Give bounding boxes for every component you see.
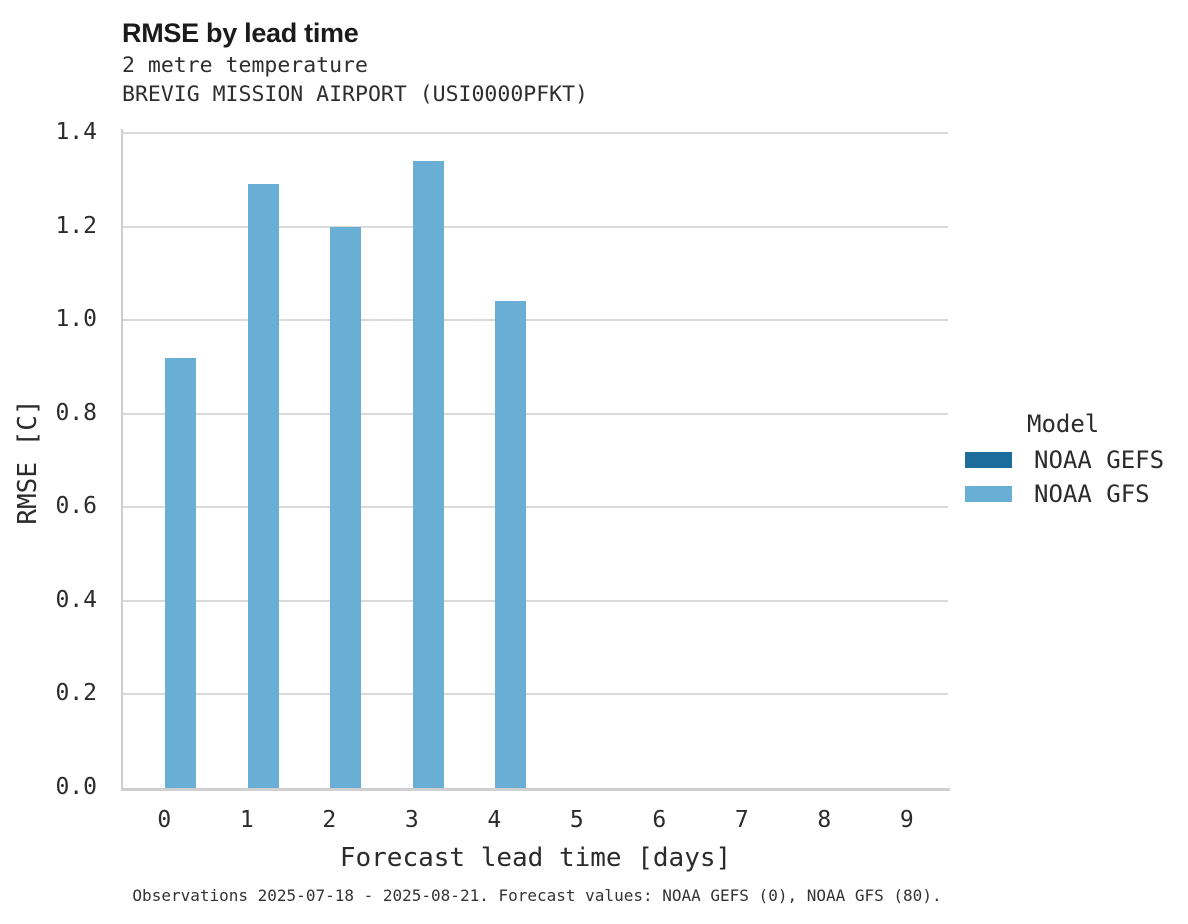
- y-tick-0.0: 0.0: [55, 774, 97, 800]
- x-tick-4: 4: [487, 807, 502, 833]
- y-tick-1.2: 1.2: [55, 212, 97, 239]
- legend-title: Model: [1027, 410, 1100, 438]
- x-tick-8: 8: [817, 807, 832, 833]
- gridline-y-0.8: [123, 412, 948, 415]
- bar-noaa-gfs-day-2: [330, 226, 362, 788]
- x-tick-5: 5: [569, 807, 584, 833]
- subtitle-station: BREVIG MISSION AIRPORT (USI0000PFKT): [122, 82, 588, 107]
- legend-item-noaa-gefs: NOAA GEFS: [965, 446, 1165, 474]
- plot-area: [123, 132, 948, 788]
- y-tick-0.2: 0.2: [55, 680, 97, 707]
- x-axis-line: [121, 788, 950, 791]
- y-tick-0.8: 0.8: [55, 399, 97, 426]
- gridline-y-1.0: [123, 319, 948, 322]
- subtitle-variable: 2 metre temperature: [122, 53, 368, 78]
- gridline-y-0.6: [123, 506, 948, 509]
- legend-label-noaa-gfs: NOAA GFS: [1034, 480, 1150, 508]
- x-tick-1: 1: [239, 807, 254, 833]
- gridline-y-0.2: [123, 693, 948, 696]
- y-tick-0.6: 0.6: [55, 493, 97, 520]
- legend-item-noaa-gfs: NOAA GFS: [965, 480, 1164, 508]
- x-tick-3: 3: [404, 807, 419, 833]
- y-tick-1.0: 1.0: [55, 306, 97, 333]
- y-axis-line: [121, 129, 123, 790]
- gridline-y-0.4: [123, 599, 948, 602]
- chart-subtitle: 2 metre temperature BREVIG MISSION AIRPO…: [122, 51, 588, 109]
- x-tick-6: 6: [652, 807, 667, 833]
- x-tick-9: 9: [899, 807, 914, 833]
- x-tick-0: 0: [157, 807, 172, 833]
- x-tick-7: 7: [734, 807, 749, 833]
- bar-noaa-gfs-day-0: [165, 357, 197, 788]
- legend: Model NOAA GEFS NOAA GFS: [965, 410, 1165, 508]
- y-tick-1.4: 1.4: [55, 119, 97, 145]
- chart-footnote: Observations 2025-07-18 - 2025-08-21. Fo…: [132, 886, 942, 905]
- y-tick-0.4: 0.4: [55, 586, 97, 613]
- legend-swatch-noaa-gfs: [965, 486, 1012, 502]
- x-tick-2: 2: [322, 807, 337, 833]
- gridline-y-1.4: [123, 132, 948, 134]
- gridline-y-1.2: [123, 225, 948, 228]
- x-axis-label: Forecast lead time [days]: [339, 843, 732, 873]
- legend-swatch-noaa-gefs: [965, 452, 1012, 468]
- bar-noaa-gfs-day-4: [495, 301, 527, 788]
- bar-noaa-gfs-day-3: [412, 161, 444, 788]
- bar-noaa-gfs-day-1: [247, 184, 279, 788]
- legend-label-noaa-gefs: NOAA GEFS: [1034, 446, 1165, 474]
- chart-title: RMSE by lead time: [122, 18, 359, 48]
